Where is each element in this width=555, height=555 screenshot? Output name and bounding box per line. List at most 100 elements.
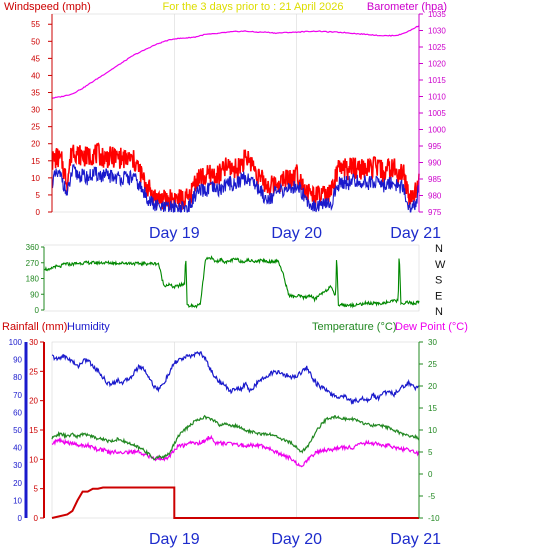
temperature-tick-label: 5 xyxy=(428,448,433,457)
wind-baro-day-labels: Day 19 Day 20 Day 21 xyxy=(149,225,441,242)
rain-temp-day-labels: Day 19 Day 20 Day 21 xyxy=(149,531,441,548)
barometer-axis-label: Barometer (hpa) xyxy=(367,1,447,13)
windspeed-tick-label: 10 xyxy=(31,174,40,183)
temperature-tick-label: 0 xyxy=(428,470,433,479)
wind-baro-series xyxy=(51,25,420,214)
humidity-tick-label: 10 xyxy=(13,496,22,505)
rainfall-axis-label: Rainfall (mm) xyxy=(2,321,67,333)
humidity-axis-label: Humidity xyxy=(67,321,110,333)
direction-axis: 0 90 180 270 360 xyxy=(26,243,45,315)
temperature-tick-label: 30 xyxy=(428,338,437,347)
humidity-tick-label: 30 xyxy=(13,461,22,470)
rainfall-tick-label: 10 xyxy=(29,455,38,464)
compass-label: S xyxy=(435,275,442,287)
humidity-tick-label: 100 xyxy=(9,338,23,347)
rainfall-tick-label: 20 xyxy=(29,397,38,406)
temperature-tick-label: -5 xyxy=(428,492,436,501)
rainfall-tick-label: 30 xyxy=(29,338,38,347)
humidity-tick-label: 90 xyxy=(13,356,22,365)
windspeed-tick-label: 45 xyxy=(31,54,40,63)
rainfall-tick-label: 15 xyxy=(29,426,38,435)
day-label: Day 20 xyxy=(271,531,322,548)
gust-series xyxy=(51,142,420,210)
dewpoint-series xyxy=(51,434,420,468)
day-label: Day 20 xyxy=(271,225,322,242)
windspeed-tick-label: 55 xyxy=(31,20,40,29)
temperature-tick-label: 10 xyxy=(428,426,437,435)
windspeed-tick-label: 40 xyxy=(31,71,40,80)
direction-tick-label: 90 xyxy=(30,290,39,299)
barometer-tick-label: 980 xyxy=(428,192,442,201)
windspeed-tick-label: 30 xyxy=(31,106,40,115)
windspeed-tick-label: 5 xyxy=(36,191,41,200)
temperature-series xyxy=(51,414,420,461)
temperature-tick-label: 15 xyxy=(428,404,437,413)
day-label: Day 19 xyxy=(149,225,200,242)
windspeed-tick-label: 50 xyxy=(31,37,40,46)
rain-temp-series xyxy=(51,351,420,519)
rainfall-tick-label: 0 xyxy=(34,514,39,523)
barometer-tick-label: 1015 xyxy=(428,76,446,85)
temperature-axis: -10 -5 0 5 10 15 20 25 30 xyxy=(418,338,440,523)
barometer-tick-label: 1035 xyxy=(428,10,446,19)
barometer-tick-label: 1005 xyxy=(428,109,446,118)
temperature-tick-label: 25 xyxy=(428,360,437,369)
day-label: Day 21 xyxy=(390,531,441,548)
humidity-series xyxy=(51,351,420,406)
windspeed-tick-label: 20 xyxy=(31,140,40,149)
humidity-tick-label: 50 xyxy=(13,426,22,435)
compass-label: N xyxy=(435,306,443,318)
barometer-tick-label: 985 xyxy=(428,175,442,184)
temperature-axis-label: Temperature (°C) xyxy=(312,321,396,333)
rainfall-axis: 0 5 10 15 20 25 30 xyxy=(29,338,45,523)
temperature-tick-label: 20 xyxy=(428,382,437,391)
windspeed-axis-label: Windspeed (mph) xyxy=(4,1,91,13)
day-label: Day 21 xyxy=(390,225,441,242)
dewpoint-axis-label: Dew Point (°C) xyxy=(395,321,468,333)
barometer-axis: 975 980 985 990 995 1000 1005 1010 1015 1020 1025 1… xyxy=(418,10,446,217)
rainfall-tick-label: 25 xyxy=(29,367,38,376)
humidity-tick-label: 60 xyxy=(13,408,22,417)
barometer-tick-label: 1020 xyxy=(428,60,446,69)
direction-series xyxy=(44,255,420,309)
compass-label: W xyxy=(435,259,446,271)
windspeed-axis: 0 5 10 15 20 25 30 35 40 45 50 55 xyxy=(31,14,53,217)
barometer-tick-label: 1025 xyxy=(428,43,446,52)
direction-plot-area xyxy=(43,244,420,312)
compass-label: E xyxy=(435,290,442,302)
windspeed-tick-label: 25 xyxy=(31,123,40,132)
rainfall-tick-label: 5 xyxy=(34,485,39,494)
temperature-tick-label: -10 xyxy=(428,514,440,523)
humidity-tick-label: 20 xyxy=(13,479,22,488)
direction-tick-label: 0 xyxy=(35,306,40,315)
day-label: Day 19 xyxy=(149,531,200,548)
windspeed-tick-label: 15 xyxy=(31,157,40,166)
humidity-axis: 0 10 20 30 40 50 60 70 80 90 100 xyxy=(9,338,28,523)
direction-tick-label: 180 xyxy=(26,275,40,284)
windspeed-series xyxy=(51,163,420,214)
direction-series xyxy=(44,255,420,309)
rainfall-series xyxy=(51,486,419,519)
humidity-tick-label: 40 xyxy=(13,444,22,453)
humidity-tick-label: 0 xyxy=(18,514,23,523)
humidity-tick-label: 70 xyxy=(13,391,22,400)
rain-temp-plot-area xyxy=(51,341,420,519)
compass-label: N xyxy=(435,243,443,255)
windspeed-tick-label: 0 xyxy=(36,208,41,217)
barometer-tick-label: 1010 xyxy=(428,93,446,102)
barometer-series xyxy=(51,25,420,99)
barometer-tick-label: 995 xyxy=(428,142,442,151)
direction-tick-label: 270 xyxy=(26,259,40,268)
chart-title: For the 3 days prior to : 21 April 2026 xyxy=(163,1,344,13)
humidity-tick-label: 80 xyxy=(13,373,22,382)
direction-tick-label: 360 xyxy=(26,243,40,252)
windspeed-tick-label: 35 xyxy=(31,89,40,98)
barometer-tick-label: 990 xyxy=(428,159,442,168)
barometer-tick-label: 975 xyxy=(428,208,442,217)
barometer-tick-label: 1000 xyxy=(428,126,446,135)
barometer-tick-label: 1030 xyxy=(428,27,446,36)
